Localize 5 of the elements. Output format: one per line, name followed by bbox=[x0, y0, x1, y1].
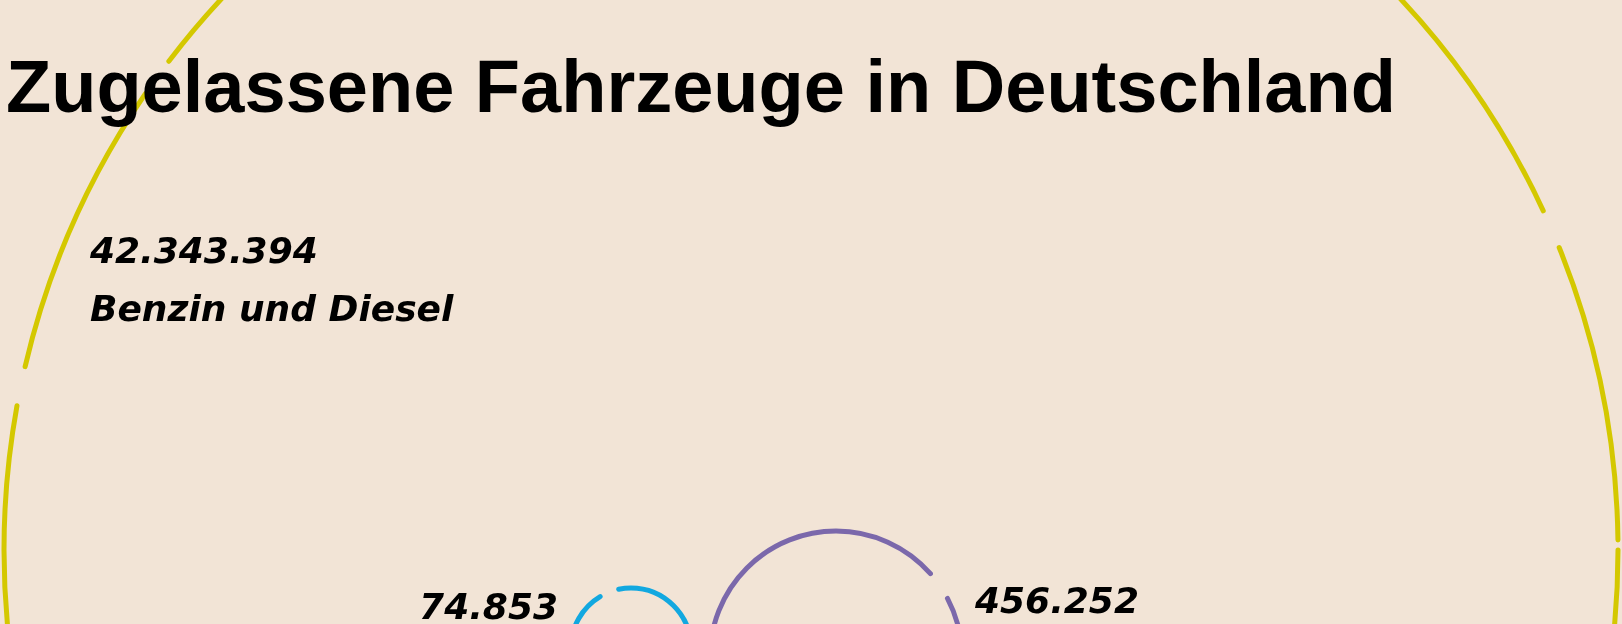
data-label: 42.343.394 bbox=[90, 229, 319, 273]
text: Zugelassene Fahrzeuge in Deutschland bbox=[6, 44, 1396, 129]
data-label: 74.853 bbox=[419, 585, 558, 624]
category-label: Benzin und Diesel bbox=[90, 287, 454, 331]
data-label: 456.252 bbox=[975, 579, 1139, 623]
